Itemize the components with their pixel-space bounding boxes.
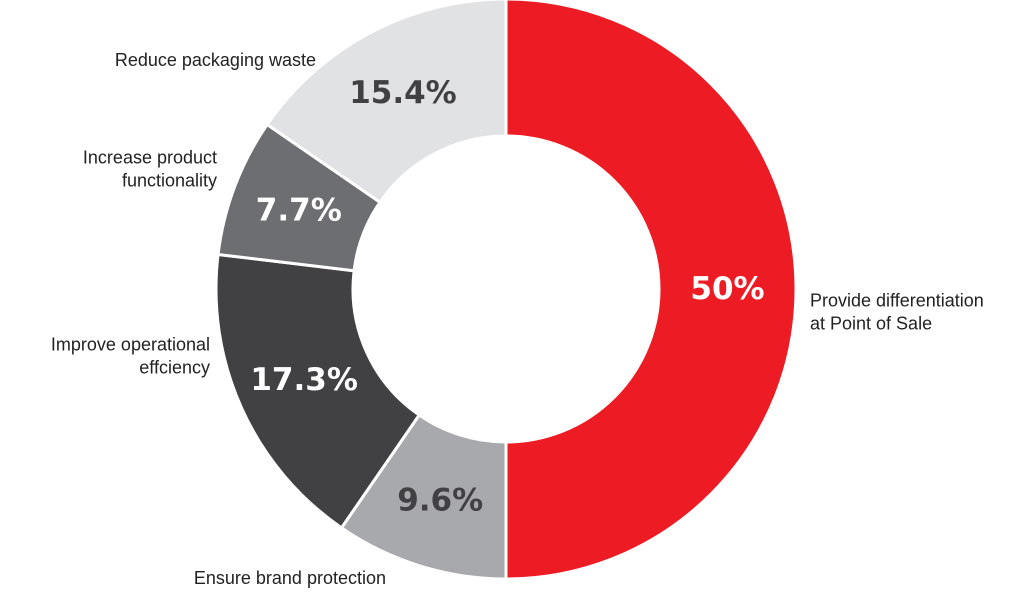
- slice-provide-differentiation-at-point-of-sale: [504, 0, 798, 581]
- chart-slices: [214, 0, 798, 581]
- category-label-increase-product-functionality: Increase product functionality: [83, 148, 217, 191]
- slice-improve-operational-effciency: [214, 252, 422, 530]
- value-label-ensure-brand-protection: 9.6%: [397, 483, 483, 519]
- slice-reduce-packaging-waste: [265, 0, 508, 205]
- value-label-improve-operational-effciency: 17.3%: [250, 362, 358, 398]
- chart-value-labels: 50% 9.6% 17.3% 7.7% 15.4%: [250, 75, 764, 519]
- value-label-reduce-packaging-waste: 15.4%: [349, 75, 457, 111]
- value-label-provide-differentiation-at-point-of-sale: 50%: [690, 271, 764, 307]
- category-label-reduce-packaging-waste: Reduce packaging waste: [115, 50, 316, 70]
- value-label-increase-product-functionality: 7.7%: [256, 193, 342, 229]
- category-label-ensure-brand-protection: Ensure brand protection: [194, 568, 386, 588]
- category-label-provide-differentiation-at-point-of-sale: Provide differentiation at Point of Sale: [810, 291, 984, 334]
- chart-category-labels: Provide differentiation at Point of Sale E…: [51, 50, 984, 588]
- category-label-improve-operational-effciency: Improve operational effciency: [51, 335, 210, 378]
